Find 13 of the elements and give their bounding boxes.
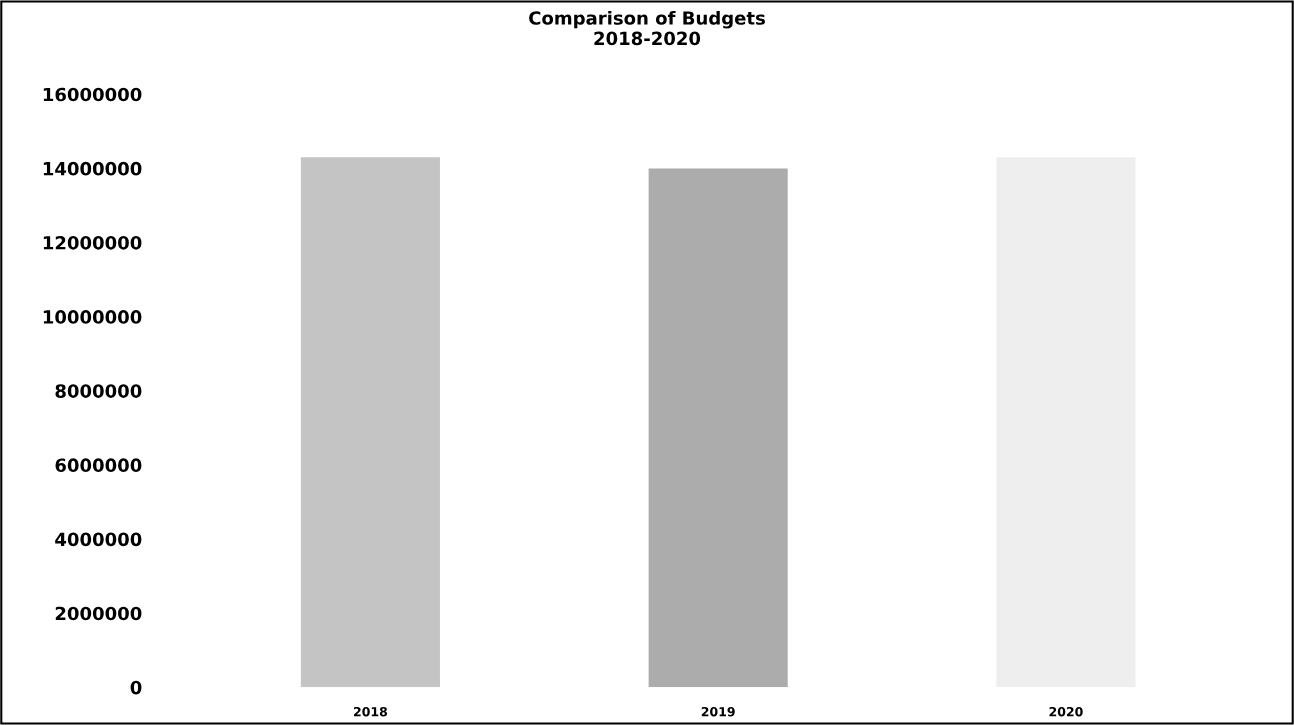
y-tick-label: 8000000 <box>55 384 142 398</box>
x-tick-label: 2018 <box>354 706 388 717</box>
y-tick-label: 4000000 <box>55 532 142 547</box>
y-tick-label: 12000000 <box>43 235 142 250</box>
y-tick-label: 0 <box>130 680 142 695</box>
y-tick-label: 2000000 <box>55 606 142 621</box>
y-tick-label: 6000000 <box>55 458 142 473</box>
x-tick-label: 2020 <box>1049 706 1083 717</box>
y-tick-label: 10000000 <box>43 310 142 324</box>
x-tick-label: 2019 <box>701 706 735 717</box>
y-tick-label: 14000000 <box>43 161 142 176</box>
chart-title: Comparison of Budgets 2018-2020 <box>529 10 765 46</box>
y-tick-label: 16000000 <box>43 87 142 102</box>
